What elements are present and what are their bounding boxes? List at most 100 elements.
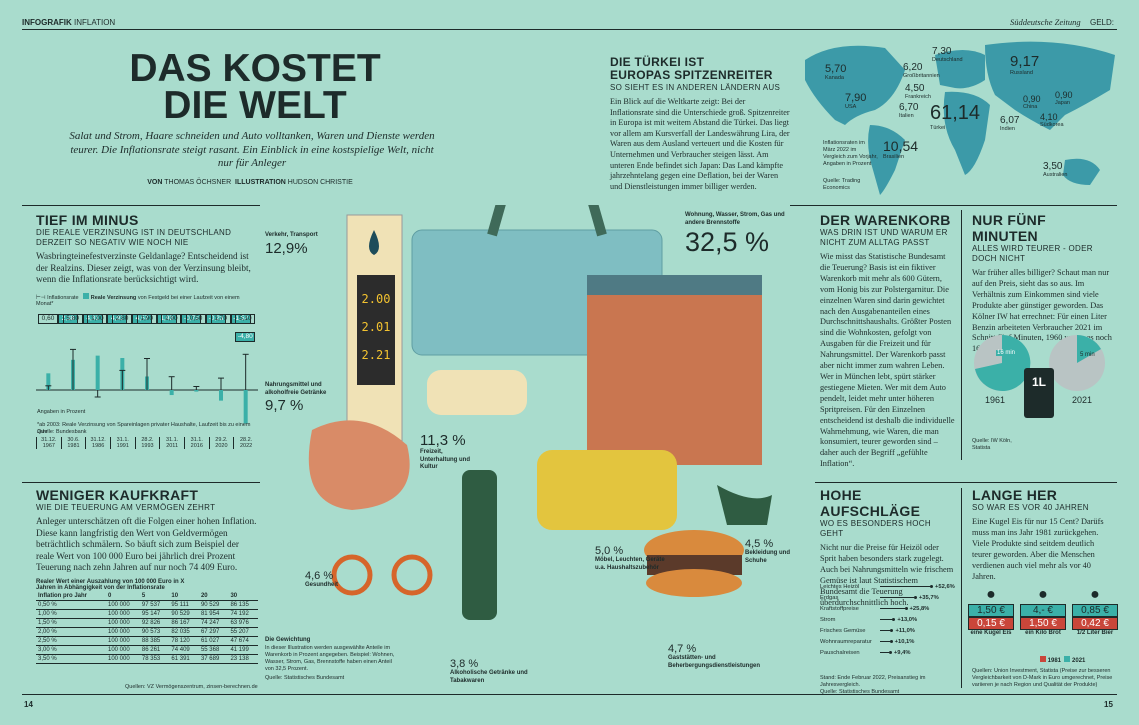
minuten-chart — [974, 334, 1105, 418]
world-map: 5,70 Kanada 7,90 USA 10,54 Brasilien 6,20 Gr… — [795, 30, 1125, 200]
tief-ylabel: Angaben in Prozent — [37, 409, 86, 415]
table-header: 5 — [139, 591, 170, 601]
table-cell: 100 000 — [105, 618, 140, 628]
map-jp: 0,90 Japan — [1055, 90, 1073, 106]
kaufkraft-body: Anleger unterschätzen oft die Folgen ein… — [36, 517, 257, 574]
increase-bar — [880, 586, 930, 587]
increase-row: Wohnraumreparatur +10,1% — [820, 638, 915, 645]
chart-category: 31.12. 1986 — [85, 437, 110, 449]
chart-category: 31.1. 2011 — [159, 437, 184, 449]
warenkorb-illustration — [308, 195, 772, 620]
credits: VON THOMAS ÖCHSNER ILLUSTRATION HUDSON C… — [147, 179, 353, 186]
table-cell: 23 138 — [228, 654, 258, 664]
table-cell: 47 674 — [228, 636, 258, 646]
title-line1: DAS KOSTET — [129, 47, 381, 90]
aufschlaege-title: HOHE AUFSCHLÄGE — [820, 487, 921, 519]
table-cell: 67 297 — [198, 627, 229, 637]
tief-title: TIEF IM MINUS — [36, 212, 139, 228]
increase-bar — [880, 608, 905, 609]
table-cell: 95 147 — [139, 609, 170, 619]
page-number-left: 14 — [24, 700, 33, 709]
increase-row: Leichtes Heizöl +52,6% — [820, 583, 955, 590]
pct-verkehr: Verkehr, Transport 12,9% — [265, 232, 318, 257]
kaufkraft-section: WENIGER KAUFKRAFT WIE DIE TEUERUNG AM VE… — [36, 487, 258, 664]
increase-bar — [880, 597, 914, 598]
table-cell: 1,00 % — [36, 609, 106, 619]
tief-chart — [36, 348, 258, 424]
chart-bar-real — [219, 390, 223, 401]
pump-digit: 2.00 — [361, 292, 391, 306]
pct-moebel: 5,0 % Möbel, Leuchten, Geräte u.a. Hausha… — [595, 545, 665, 571]
pct-freizeit: 11,3 % Freizeit, Unterhaltung und Kultur — [420, 432, 470, 470]
increase-bar — [880, 619, 893, 620]
min-label-1961: 16 min — [996, 350, 1017, 356]
table-header: 10 — [169, 591, 199, 601]
aufschlaege-source: Stand: Ende Februar 2022, Preisanstieg i… — [820, 675, 926, 695]
langher-sub: SO WAR ES VOR 40 JAHREN — [972, 503, 1089, 512]
langher-title: LANGE HER — [972, 487, 1058, 503]
increase-bar — [880, 630, 891, 631]
table-cell: 0,50 % — [36, 600, 106, 610]
pump-digit: 2.01 — [361, 320, 391, 334]
langher-section: LANGE HER SO WAR ES VOR 40 JAHREN Eine K… — [972, 487, 1112, 582]
minuten-sub: ALLES WIRD TEURER - ODER DOCH NICHT — [972, 244, 1093, 263]
aufschlaege-sub: WO ES BESONDERS HOCH GEHT — [820, 519, 931, 538]
tief-body: Wasbringteinefestverzinste Geldanlage? E… — [36, 252, 251, 286]
tuerkei-sub: SO SIEHT ES IN ANDEREN LÄNDERN AUS — [610, 83, 781, 92]
kaufkraft-table-title: Realer Wert einer Auszahlung von 100 000… — [36, 578, 185, 591]
intro: Salat und Strom, Haare schneiden und Aut… — [69, 130, 435, 169]
gewichtung: Die Gewichtung In dieser Illustration we… — [265, 637, 395, 681]
aufschlaege-body: Nicht nur die Preise für Heizöl oder Spr… — [820, 543, 954, 607]
increase-row: Strom +13,0% — [820, 616, 918, 623]
pct-bekleidung: 4,5 % Bekleidung und Schuhe — [745, 538, 790, 564]
table-row: 0,50 % 100 000 97 537 95 111 90 529 86 135 — [36, 600, 258, 610]
chart-bar-real — [194, 390, 199, 392]
pct-wohnung: Wohnung, Wasser, Strom, Gas und andere B… — [685, 212, 785, 257]
map-source: Quelle: Trading Economics — [823, 178, 861, 191]
kaufkraft-sub: WIE DIE TEUERUNG AM VERMÖGEN ZEHRT — [36, 503, 216, 512]
pct-gesundheit: 4,6 % Gesundheit — [305, 570, 339, 588]
chart-bar-real — [169, 390, 174, 396]
map-note: Inflationsraten im März 2022 im Vergleic… — [823, 140, 878, 167]
table-header: 20 — [198, 591, 229, 601]
pie-1961-slice — [975, 334, 1031, 391]
header-left: INFOGRAFIK INFLATION — [22, 18, 115, 27]
table-cell: 86 135 — [228, 600, 258, 610]
table-cell: 100 000 — [105, 654, 140, 664]
tuerkei-body: Ein Blick auf die Weltkarte zeigt: Bei d… — [610, 97, 790, 191]
chart-bar-real — [243, 390, 248, 424]
price-comparison: ● 0,85 €0,42 €1/2 Liter Bier — [1072, 586, 1118, 636]
map-usa: 7,90 USA — [845, 92, 867, 110]
chart-category: 30.6. 1981 — [60, 437, 86, 449]
tuerkei-title2: EUROPAS SPITZENREITER — [610, 68, 773, 82]
table-row: 2,00 % 100 000 90 573 82 035 67 297 55 207 — [36, 627, 258, 637]
langher-source: Quellen: Union Investment, Statista (Pre… — [972, 668, 1113, 688]
langher-legend: 1981 2021 — [1040, 656, 1085, 664]
table-row: 3,50 % 100 000 78 353 61 391 37 689 23 138 — [36, 654, 258, 664]
aufschlaege-bars: Leichtes Heizöl +52,6% Erdgas +35,7% Kraftst… — [820, 581, 958, 658]
table-header: Inflation pro Jahr — [36, 591, 106, 601]
table-cell: 100 000 — [105, 609, 140, 619]
pie-2021-slice — [1077, 335, 1101, 363]
header-section: GELD: — [1090, 18, 1115, 27]
table-cell: 74 247 — [198, 618, 229, 628]
map-gb: 6,20 Großbritannien — [903, 62, 940, 79]
chart-category: 31.1. 1991 — [109, 437, 135, 449]
table-cell: 63 976 — [228, 618, 258, 628]
pump-digit: 2.21 — [361, 348, 391, 362]
table-row: 1,50 % 100 000 92 826 86 167 74 247 63 976 — [36, 618, 258, 628]
pct-gaststaetten: 4,7 % Gaststätten- und Beherbergungsdiens… — [668, 643, 761, 669]
fuel-pump-icon — [1024, 368, 1054, 418]
table-cell: 95 111 — [169, 600, 199, 610]
tief-categories: 31.12. 1967 30.6. 1981 31.12. 1986 31.1. 19… — [36, 437, 258, 449]
kaufkraft-source: Quellen: VZ Vermögenszentrum, zinsen-ber… — [125, 684, 258, 690]
map-au: 3,50 Australien — [1043, 161, 1068, 178]
table-cell: 74 192 — [228, 609, 258, 619]
korb-section: DER WARENKORB WAS DRIN IST UND WARUM ER … — [820, 212, 955, 470]
table-cell: 74 409 — [169, 645, 199, 655]
map-fr: 4,50 Frankreich — [905, 83, 931, 100]
table-cell: 61 391 — [169, 654, 199, 664]
liter-label: 1L — [1032, 375, 1047, 389]
map-kr: 4,10 Südkorea — [1040, 112, 1064, 128]
chart-category: 31.12. 1967 — [36, 437, 61, 449]
